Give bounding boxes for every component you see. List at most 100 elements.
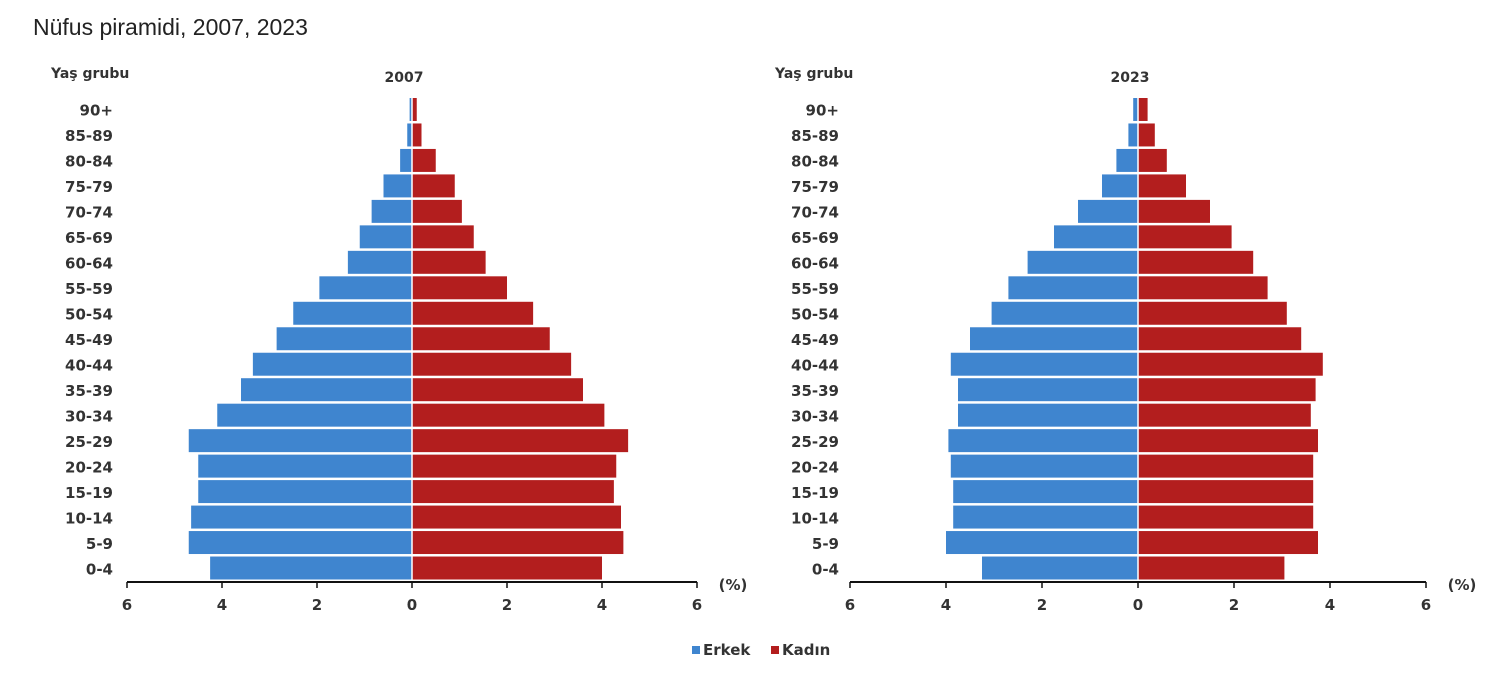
chart-0-category-label: 40-44 [65, 356, 113, 374]
chart-1-bar-male-80-84 [1116, 148, 1138, 172]
chart-0-bar-male-70-74 [371, 199, 412, 223]
chart-0-x-tick-label: 2 [502, 596, 512, 614]
chart-0-bar-female-55-59 [412, 276, 507, 300]
chart-0-bar-female-0-4 [412, 556, 602, 580]
chart-1-x-tick-label: 6 [1421, 596, 1431, 614]
chart-0-x-tick-label: 6 [692, 596, 702, 614]
chart-1-category-label: 60-64 [791, 255, 839, 273]
legend-swatch-female [771, 646, 779, 654]
chart-0-bar-female-70-74 [412, 199, 462, 223]
legend-label-female: Kadın [782, 641, 830, 659]
chart-0-category-label: 90+ [80, 102, 113, 120]
chart-1-bar-male-5-9 [946, 531, 1138, 555]
chart-1-bar-female-5-9 [1138, 531, 1318, 555]
chart-1-category-label: 55-59 [791, 280, 839, 298]
chart-0-bar-male-65-69 [359, 225, 412, 249]
chart-1-x-axis-unit: (%) [1448, 576, 1477, 594]
chart-0-category-label: 85-89 [65, 127, 113, 145]
chart-0-bar-male-45-49 [276, 327, 412, 351]
chart-0-bar-female-45-49 [412, 327, 550, 351]
chart-0-bar-female-65-69 [412, 225, 474, 249]
chart-0-category-label: 60-64 [65, 255, 113, 273]
chart-1-x-tick-label: 2 [1229, 596, 1239, 614]
chart-0-bar-male-30-34 [217, 403, 412, 427]
chart-1-bar-male-20-24 [950, 454, 1138, 478]
chart-1-bar-female-70-74 [1138, 199, 1210, 223]
chart-1-category-label: 80-84 [791, 153, 839, 171]
chart-1-bar-female-40-44 [1138, 352, 1323, 376]
chart-1-category-label: 90+ [806, 102, 839, 120]
chart-0-bar-female-40-44 [412, 352, 572, 376]
chart-0-bar-male-60-64 [347, 250, 412, 274]
chart-0-x-tick-label: 4 [597, 596, 607, 614]
chart-0-x-tick-label: 2 [312, 596, 322, 614]
chart-0-bar-male-75-79 [383, 174, 412, 198]
chart-0-category-label: 75-79 [65, 178, 113, 196]
chart-0-bar-female-15-19 [412, 480, 614, 504]
chart-1-category-label: 35-39 [791, 382, 839, 400]
chart-1-category-label: 0-4 [812, 560, 839, 578]
chart-0-category-label: 15-19 [65, 484, 113, 502]
chart-1-bar-female-55-59 [1138, 276, 1268, 300]
chart-1-bar-male-40-44 [950, 352, 1138, 376]
chart-1-x-tick-label: 0 [1133, 596, 1143, 614]
chart-1-category-label: 30-34 [791, 407, 839, 425]
chart-0-bar-female-75-79 [412, 174, 455, 198]
chart-1-bar-male-30-34 [958, 403, 1138, 427]
chart-1-bar-female-15-19 [1138, 480, 1314, 504]
chart-0-category-label: 55-59 [65, 280, 113, 298]
chart-0-bar-male-90+ [409, 98, 412, 121]
chart-1-bar-female-90+ [1138, 98, 1148, 121]
chart-1-category-label: 10-14 [791, 509, 839, 527]
chart-1-bar-male-50-54 [991, 301, 1138, 325]
chart-1-bar-male-85-89 [1128, 123, 1138, 147]
page-title: Nüfus piramidi, 2007, 2023 [33, 14, 308, 40]
chart-0-category-label: 10-14 [65, 509, 113, 527]
chart-1-category-label: 75-79 [791, 178, 839, 196]
chart-0-bar-male-20-24 [198, 454, 412, 478]
chart-1-bar-male-90+ [1133, 98, 1138, 121]
legend-swatch-male [692, 646, 700, 654]
chart-1-category-label: 65-69 [791, 229, 839, 247]
chart-1-x-tick-label: 4 [1325, 596, 1335, 614]
chart-1-bar-male-25-29 [948, 429, 1138, 453]
chart-0-bar-male-80-84 [400, 148, 412, 172]
chart-1-bar-female-10-14 [1138, 505, 1314, 529]
chart-1-y-axis-title: Yaş grubu [774, 66, 853, 82]
chart-1-category-label: 25-29 [791, 433, 839, 451]
chart-1-bar-male-65-69 [1054, 225, 1138, 249]
chart-1-bar-female-75-79 [1138, 174, 1186, 198]
chart-1-bar-female-0-4 [1138, 556, 1285, 580]
chart-1-category-label: 20-24 [791, 458, 839, 476]
chart-0-category-label: 25-29 [65, 433, 113, 451]
chart-0-bar-female-85-89 [412, 123, 422, 147]
chart-0-category-label: 20-24 [65, 458, 113, 476]
chart-0-y-axis-title: Yaş grubu [50, 66, 129, 82]
chart-0-bar-male-0-4 [210, 556, 412, 580]
chart-0-category-label: 35-39 [65, 382, 113, 400]
chart-1-bar-female-30-34 [1138, 403, 1311, 427]
chart-0-bar-female-20-24 [412, 454, 617, 478]
chart-1-x-tick-label: 4 [941, 596, 951, 614]
chart-0-chart-title: 2007 [385, 70, 424, 86]
chart-1-bar-female-25-29 [1138, 429, 1318, 453]
chart-1-bar-male-75-79 [1102, 174, 1138, 198]
chart-0-category-label: 30-34 [65, 407, 113, 425]
chart-1-category-label: 45-49 [791, 331, 839, 349]
chart-1-bar-male-60-64 [1027, 250, 1138, 274]
chart-0-x-tick-label: 0 [407, 596, 417, 614]
chart-0-bar-female-80-84 [412, 148, 436, 172]
chart-0-bar-female-25-29 [412, 429, 629, 453]
chart-1-bar-male-55-59 [1008, 276, 1138, 300]
chart-0-category-label: 65-69 [65, 229, 113, 247]
chart-1-category-label: 70-74 [791, 204, 839, 222]
chart-0-bar-male-35-39 [241, 378, 412, 402]
legend-label-male: Erkek [703, 641, 751, 659]
chart-0-x-axis-unit: (%) [719, 576, 748, 594]
chart-1-bar-female-65-69 [1138, 225, 1232, 249]
chart-1-bar-female-60-64 [1138, 250, 1254, 274]
chart-1-bar-female-50-54 [1138, 301, 1287, 325]
chart-0-category-label: 0-4 [86, 560, 113, 578]
